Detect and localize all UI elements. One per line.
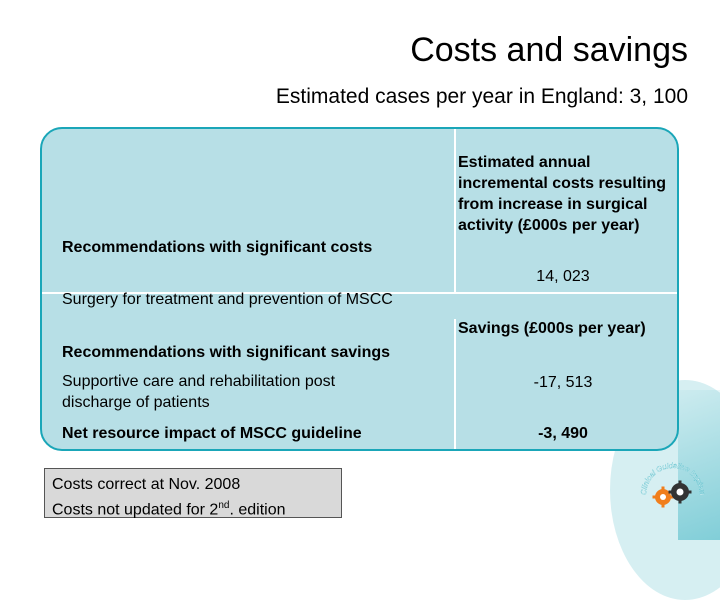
net-label: Net resource impact of MSCC guideline [62,425,362,442]
costs-table: Recommendations with significant costs E… [40,127,679,451]
slide-subtitle: Estimated cases per year in England: 3, … [275,85,688,108]
gear-icon [652,480,692,508]
slide-title: Costs and savings [410,31,688,69]
column-divider [454,319,456,449]
savings-value: -17, 513 [533,374,593,391]
costs-value: 14, 023 [536,268,590,285]
note-line-2: Costs not updated for 2nd. edition [52,500,286,519]
costs-header: Recommendations with significant costs [62,239,373,256]
costs-column-header: Estimated annual incremental costs resul… [458,154,667,234]
decorative-band [678,390,720,540]
costs-row-label: Surgery for treatment and prevention of … [62,291,393,308]
savings-column-header: Savings (£000s per year) [458,320,646,337]
savings-row-label: Supportive care and rehabilitation post … [62,373,336,411]
column-divider [454,129,456,294]
row-divider [42,292,677,294]
net-value: -3, 490 [538,425,588,442]
savings-header: Recommendations with significant savings [62,344,391,361]
guideline-tools-logo: Clinical Guideline Implementation Tools [636,455,707,508]
note-line-1: Costs correct at Nov. 2008 [52,476,241,493]
costs-note: Costs correct at Nov. 2008 Costs not upd… [44,468,342,518]
